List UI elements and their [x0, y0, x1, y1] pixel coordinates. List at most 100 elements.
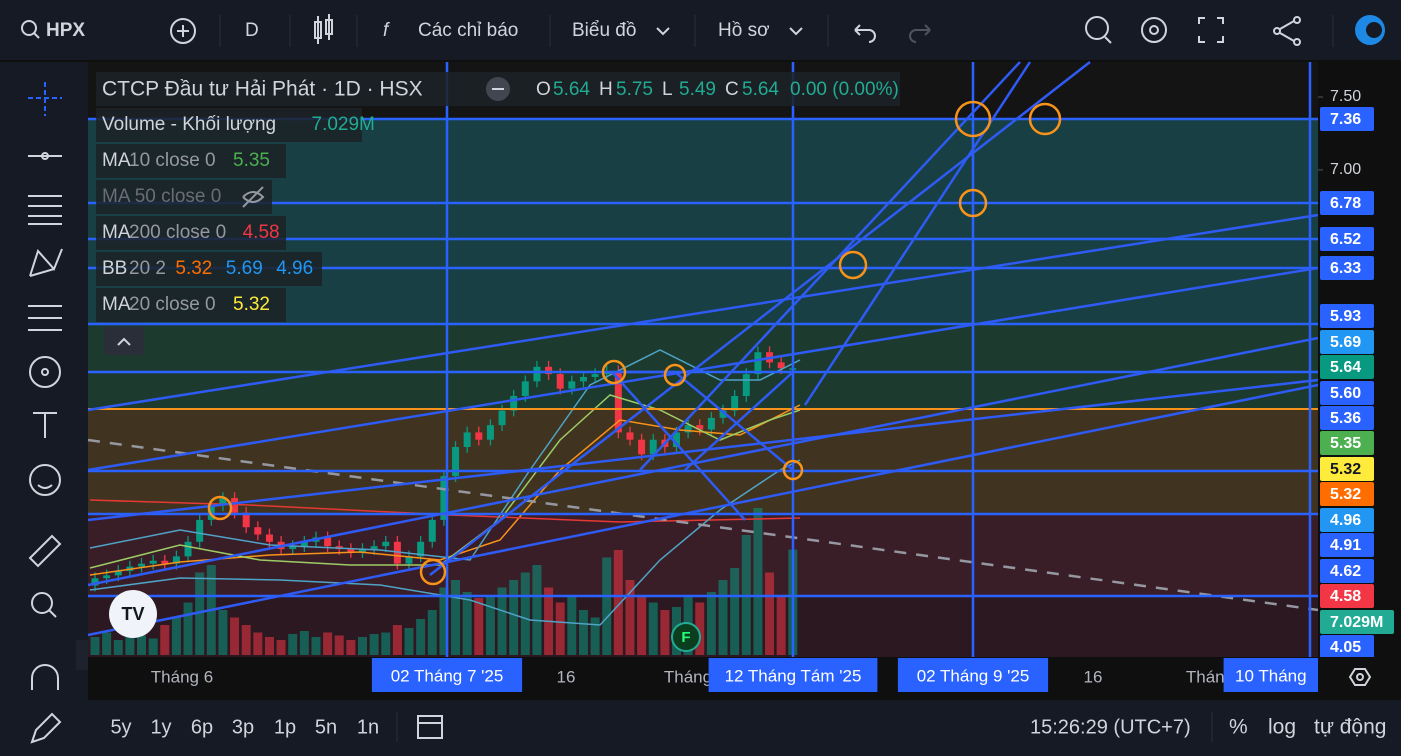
indicator-icon[interactable]: f: [383, 20, 390, 41]
legend-title: CTCP Đầu tư Hải Phát · 1D · HSX: [102, 78, 423, 101]
candle-body: [300, 541, 308, 547]
collapse-button[interactable]: [76, 640, 88, 670]
candle-body: [707, 417, 715, 430]
undo[interactable]: [854, 24, 876, 43]
price-badge: [1320, 508, 1374, 532]
interval[interactable]: D: [245, 20, 259, 41]
candle-body: [754, 352, 762, 375]
volume-bar: [753, 508, 763, 655]
volume-bar: [346, 640, 356, 655]
volume-bar: [416, 619, 426, 655]
candle-body: [172, 556, 180, 564]
indicator-name[interactable]: Volume - Khối lượng: [102, 114, 276, 135]
range-button[interactable]: 3p: [232, 716, 254, 738]
symbol-search[interactable]: HPX: [21, 20, 85, 41]
event-marker[interactable]: [671, 622, 701, 652]
ohlc-key: L: [662, 79, 673, 100]
price-badge-label: 4.62: [1330, 563, 1361, 580]
candle-body: [649, 439, 657, 455]
price-badge: [1320, 406, 1374, 430]
candle-body: [114, 570, 122, 576]
volume-bar: [590, 617, 600, 655]
percent-toggle[interactable]: %: [1229, 716, 1248, 739]
range-button[interactable]: 6p: [191, 716, 213, 738]
volume-bar: [404, 628, 414, 655]
price-badge: [1320, 431, 1374, 455]
candle-body: [545, 366, 553, 375]
range-button[interactable]: 5y: [110, 716, 131, 738]
volume-bar: [765, 572, 775, 655]
range-bar: 5y 1y 6p 3p 1p 5n 1n: [110, 716, 379, 738]
auto-toggle[interactable]: tự động: [1314, 716, 1386, 739]
time-scale: Tháng 6 02 Tháng 7 '25 16 Tháng 12 Tháng Tám…: [151, 658, 1318, 692]
range-button[interactable]: 1p: [274, 716, 296, 738]
alert-button[interactable]: [1085, 16, 1112, 44]
tv-logo[interactable]: [109, 590, 157, 638]
candle-body: [231, 498, 239, 513]
range-button[interactable]: 1y: [150, 716, 171, 738]
chevron: [656, 27, 670, 36]
fullscreen[interactable]: [1198, 17, 1224, 43]
log-toggle[interactable]: log: [1268, 716, 1296, 739]
price-badge: [1320, 304, 1374, 328]
price-badge: [1320, 191, 1374, 215]
indicator-name[interactable]: MA 50 close 0: [102, 186, 221, 207]
user-drawings: [87, 61, 1319, 657]
volume-bar: [555, 602, 565, 655]
candle-body: [463, 432, 471, 447]
volume-bar: [427, 610, 437, 655]
chart-menu[interactable]: Biểu đồ: [572, 20, 636, 41]
price-badge-label: 4.05: [1330, 639, 1361, 656]
volume-bar: [625, 580, 635, 655]
redo[interactable]: [909, 24, 931, 43]
volume-bar: [334, 635, 344, 655]
settings-button[interactable]: [1141, 17, 1167, 43]
ohlc-key: O: [536, 79, 551, 100]
indicator-name[interactable]: MA: [102, 294, 131, 315]
add-symbol[interactable]: [170, 18, 196, 44]
indicator-row-bg: [96, 180, 272, 214]
time-badge-label: 12 Tháng Tám '25: [725, 666, 862, 685]
symbol[interactable]: HPX: [46, 20, 85, 41]
time-label: 16: [1084, 667, 1103, 686]
indicator-name[interactable]: MA: [102, 150, 131, 171]
range-button[interactable]: 5n: [315, 716, 337, 738]
time-badge: [897, 658, 1049, 692]
hidden-eye[interactable]: [242, 186, 265, 208]
legend-toggle[interactable]: [104, 327, 144, 355]
indicator-name[interactable]: BB: [102, 258, 127, 279]
indicator-value: 4.96: [276, 258, 313, 279]
indicators-button[interactable]: Các chỉ báo: [418, 20, 518, 41]
candle-body: [428, 519, 436, 542]
event-marker-label[interactable]: F: [681, 629, 690, 646]
chart-type-button[interactable]: [314, 14, 333, 44]
volume-bar: [160, 625, 170, 655]
indicator-value: 5.69: [226, 258, 263, 279]
indicator-row-bg: [96, 144, 286, 178]
profile-menu[interactable]: Hồ sơ: [718, 20, 770, 41]
goto-date[interactable]: [417, 715, 443, 739]
indicator-name[interactable]: MA: [102, 222, 131, 243]
volume-bar: [532, 565, 542, 655]
volume-bar: [439, 587, 449, 655]
price-badge-label: 4.96: [1330, 512, 1361, 529]
volume-badge: [1320, 610, 1394, 634]
candle-body: [405, 556, 413, 564]
candle-body: [742, 374, 750, 396]
volume-bar: [323, 632, 333, 655]
tv-logo-text: TV: [121, 604, 144, 624]
candle-body: [393, 541, 401, 564]
drawing-tools[interactable]: [28, 82, 63, 744]
indicator-value: 4.58: [243, 222, 280, 243]
range-button[interactable]: 1n: [357, 716, 379, 738]
indicator-params: 10 close 0: [129, 150, 216, 171]
axis-settings[interactable]: [1348, 668, 1372, 686]
logo-cut: [1366, 22, 1382, 38]
candle-body: [417, 541, 425, 557]
share-button[interactable]: [1273, 16, 1301, 46]
volume-bar: [637, 595, 647, 655]
volume-bar: [264, 637, 274, 655]
